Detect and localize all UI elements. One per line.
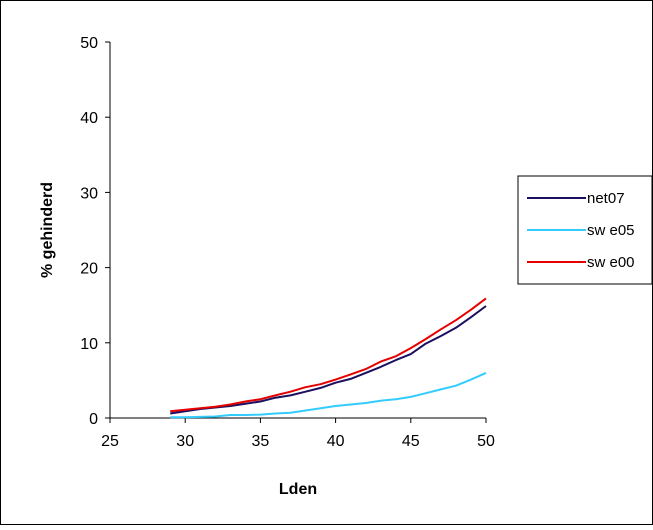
x-tick-label: 35 xyxy=(252,433,270,450)
series-line-sw-e00 xyxy=(170,297,487,413)
x-tick-label: 45 xyxy=(402,433,420,450)
y-tick-label: 10 xyxy=(80,336,98,353)
x-axis-title: Lden xyxy=(279,481,317,498)
y-axis-title: % gehinderd xyxy=(39,182,56,278)
series-line-sw-e05 xyxy=(170,371,487,419)
y-tick-label: 40 xyxy=(80,110,98,127)
legend-label: net07 xyxy=(587,190,625,207)
series-lines xyxy=(170,297,487,419)
x-tick-label: 25 xyxy=(101,433,119,450)
y-tick-label: 50 xyxy=(80,35,98,52)
legend: net07 sw e05 sw e00 xyxy=(517,175,653,285)
series-line-net07 xyxy=(170,305,487,415)
y-tick-label: 20 xyxy=(80,261,98,278)
legend-label: sw e00 xyxy=(587,254,635,271)
y-tick-label: 30 xyxy=(80,185,98,202)
x-tick-label: 30 xyxy=(176,433,194,450)
x-tick-label: 50 xyxy=(477,433,495,450)
legend-label: sw e05 xyxy=(587,222,635,239)
y-tick-label: 0 xyxy=(89,411,98,428)
axis-ticks: 0 10 20 30 40 50 25 30 35 40 45 50 xyxy=(80,35,495,450)
x-tick-label: 40 xyxy=(327,433,345,450)
